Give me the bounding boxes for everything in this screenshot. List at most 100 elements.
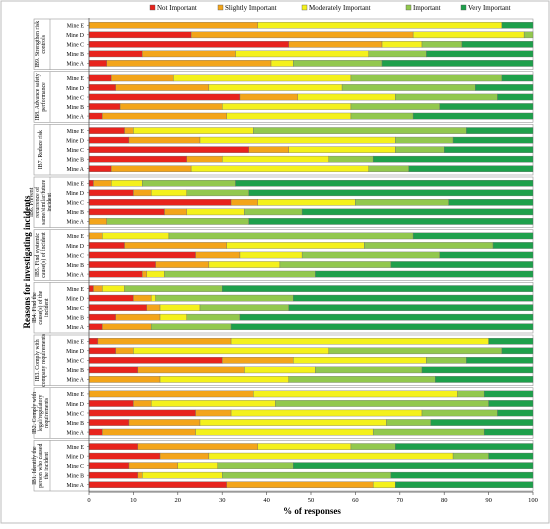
group-3-mine-d-bar-moderately-important: [199, 136, 396, 144]
group-5-mine-a-bar-slightly-important: [142, 270, 147, 278]
group-8-mine-b-bar-slightly-important: [128, 419, 201, 426]
y-axis-title: Reasons for investigating incidents: [22, 195, 32, 329]
group-1-mine-c-label: Mine C: [66, 43, 84, 49]
group-4-mine-c-bar-very-important: [448, 199, 534, 206]
group-8-mine-c-bar-not-important: [88, 409, 196, 417]
group-5-mine-b-bar-slightly-important: [155, 261, 210, 268]
group-6-mine-d-bar-very-important: [293, 294, 534, 302]
group-7-mine-d-bar-very-important: [501, 347, 534, 355]
group-3-mine-e-bar-very-important: [466, 127, 534, 134]
group-3-mine-a-label: Mine A: [66, 167, 84, 173]
group-5-label-line-1: IB5. Find systemic: [35, 233, 41, 277]
group-3-mine-c-bar-important: [395, 146, 445, 153]
x-tick-label-90: 90: [485, 497, 492, 504]
group-6-mine-b-bar-not-important: [88, 313, 116, 321]
group-1-mine-b-bar-very-important: [426, 50, 534, 58]
group-4-mine-c-bar-important: [355, 199, 449, 206]
group-6-mine-d-bar-moderately-important: [150, 294, 156, 302]
group-5-mine-e-label: Mine E: [67, 234, 85, 240]
x-axis-title: % of responses: [283, 506, 341, 516]
group-6-mine-e-bar-moderately-important: [102, 285, 125, 292]
group-2-mine-b-bar-slightly-important: [119, 103, 223, 110]
group-5-mine-e-bar-very-important: [412, 232, 534, 240]
group-2-mine-b-bar-important: [350, 103, 440, 110]
group-1-mine-d-bar-slightly-important: [190, 31, 414, 39]
group-9-mine-b-bar-not-important: [88, 471, 139, 479]
group-2-mine-c-bar-very-important: [497, 93, 534, 101]
group-6-mine-e-bar-important: [124, 285, 223, 292]
group-3-label-line-1: IB7. Reduce risk: [38, 130, 44, 169]
group-3-mine-c-bar-very-important: [444, 146, 534, 153]
group-7-mine-a-bar-moderately-important: [159, 376, 289, 383]
x-tick-label-30: 30: [219, 497, 226, 504]
group-4-mine-d-label: Mine D: [66, 191, 84, 197]
group-5-mine-a-bar-moderately-important: [146, 270, 165, 278]
group-6-mine-a-bar-important: [150, 323, 232, 331]
group-1-mine-b-bar-important: [368, 50, 427, 58]
group-7-mine-c-bar-slightly-important: [222, 357, 294, 364]
group-7-mine-a-label: Mine A: [66, 378, 84, 384]
group-5-mine-c-bar-important: [301, 251, 440, 259]
group-1-mine-c-bar-not-important: [88, 41, 289, 48]
group-7-mine-c-label: Mine C: [66, 359, 84, 365]
group-7-mine-d-label: Mine D: [66, 349, 84, 355]
group-8-label-line-1: IB2. Comply with: [32, 392, 38, 434]
group-8-mine-a-bar-moderately-important: [195, 428, 374, 436]
group-4-mine-b-bar-slightly-important: [164, 208, 187, 216]
group-6-mine-b-bar-very-important: [239, 313, 534, 321]
group-1-mine-d-bar-not-important: [88, 31, 192, 39]
group-8-mine-d-bar-important: [275, 400, 489, 407]
group-6-mine-c-bar-not-important: [88, 304, 147, 311]
group-5-mine-e-bar-moderately-important: [102, 232, 170, 240]
group-3-mine-a-bar-very-important: [408, 165, 534, 173]
group-1-mine-b-bar-slightly-important: [142, 50, 236, 58]
group-6-mine-e-label: Mine E: [67, 287, 85, 293]
group-5-mine-c-label: Mine C: [66, 253, 84, 259]
group-7-mine-e-label: Mine E: [67, 340, 85, 346]
x-tick-label-20: 20: [175, 497, 182, 504]
group-4-mine-e-bar-not-important: [88, 179, 94, 187]
group-4-mine-b-bar-important: [244, 208, 303, 216]
group-4-mine-a-bar-very-important: [248, 218, 534, 225]
legend-swatch-not-important: [149, 4, 156, 11]
group-3-mine-b-bar-slightly-important: [186, 155, 223, 163]
group-1-mine-d-label: Mine D: [66, 33, 84, 39]
group-9-mine-a-bar-moderately-important: [372, 481, 396, 489]
group-6-mine-d-label: Mine D: [66, 296, 84, 302]
group-5-mine-c-bar-not-important: [88, 251, 196, 259]
group-8-mine-b-bar-very-important: [430, 419, 534, 426]
group-2-mine-a-label: Mine A: [66, 114, 84, 120]
group-3-mine-b-bar-important: [328, 155, 374, 163]
group-1-mine-d-bar-important: [523, 31, 534, 39]
group-5-mine-a-bar-very-important: [315, 270, 534, 278]
group-7-mine-e-bar-not-important: [88, 337, 99, 345]
group-8-mine-a-bar-slightly-important: [102, 428, 196, 436]
group-8-mine-b-bar-moderately-important: [199, 419, 387, 426]
group-4-mine-b-bar-moderately-important: [186, 208, 245, 216]
group-1-label-line-1: IB9. Strengthen risk: [35, 21, 41, 68]
group-5-mine-b-bar-not-important: [88, 261, 156, 268]
group-5-mine-d-bar-moderately-important: [226, 242, 365, 249]
group-9-mine-c-label: Mine C: [66, 464, 84, 470]
group-1-mine-d-bar-moderately-important: [412, 31, 525, 39]
group-3-mine-a-bar-important: [368, 165, 409, 173]
group-2-mine-d-bar-very-important: [475, 84, 534, 91]
group-7-mine-e-bar-slightly-important: [97, 337, 232, 345]
group-1-mine-c-bar-important: [421, 41, 463, 48]
x-tick-label-70: 70: [397, 497, 404, 504]
group-9-mine-b-bar-slightly-important: [137, 471, 143, 479]
group-2-mine-c-bar-slightly-important: [239, 93, 298, 101]
group-8-mine-e-bar-slightly-important: [88, 390, 254, 398]
group-2-mine-d-bar-moderately-important: [208, 84, 343, 91]
group-3-mine-a-bar-not-important: [88, 165, 112, 173]
group-9-mine-a-bar-very-important: [395, 481, 534, 489]
group-6-mine-d-bar-slightly-important: [133, 294, 152, 302]
group-5-mine-b-bar-important: [279, 261, 392, 268]
group-2-mine-d-bar-not-important: [88, 84, 116, 91]
group-3-mine-e-bar-not-important: [88, 127, 125, 134]
legend-label-slightly-important: Slightly Important: [225, 4, 277, 12]
group-3-mine-e-bar-important: [253, 127, 467, 134]
group-9-label-line-3: the incident: [44, 452, 50, 480]
group-2-mine-d-bar-important: [341, 84, 476, 91]
group-3-mine-d-bar-important: [395, 136, 454, 144]
